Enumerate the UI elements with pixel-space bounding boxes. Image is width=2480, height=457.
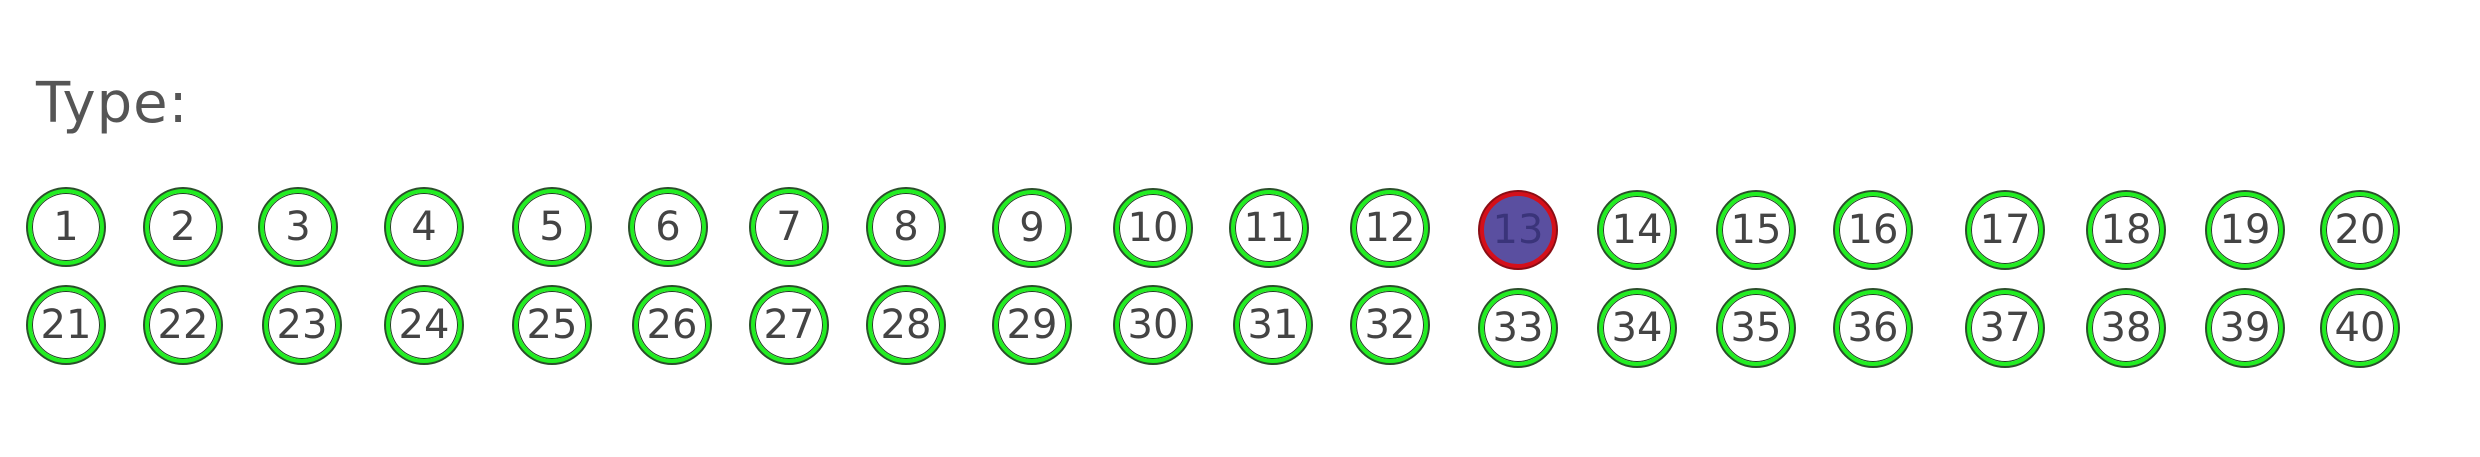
bubble-option-11[interactable]: 11	[1231, 190, 1307, 266]
bubble-label: 17	[1979, 207, 2031, 253]
bubble-option-16[interactable]: 16	[1835, 192, 1911, 268]
bubble-label: 24	[398, 302, 450, 348]
bubble-label: 10	[1127, 205, 1179, 251]
bubble-option-39[interactable]: 39	[2207, 290, 2283, 366]
bubble-label: 1	[53, 204, 79, 250]
bubble-label: 23	[276, 302, 328, 348]
bubble-label: 5	[539, 204, 565, 250]
bubble-option-31[interactable]: 31	[1235, 287, 1311, 363]
bubble-label: 35	[1730, 305, 1782, 351]
bubble-label: 28	[880, 302, 932, 348]
bubble-row-2: 21 22 23 24 25 26 27 28 29 30 31 32 33 3…	[0, 287, 2480, 367]
bubble-label: 8	[893, 204, 919, 250]
bubble-label: 20	[2334, 207, 2386, 253]
bubble-option-8[interactable]: 8	[868, 189, 944, 265]
bubble-label: 37	[1979, 305, 2031, 351]
bubble-label: 29	[1006, 302, 1058, 348]
bubble-option-10[interactable]: 10	[1115, 190, 1191, 266]
bubble-label: 21	[40, 302, 92, 348]
bubble-option-9[interactable]: 9	[994, 190, 1070, 266]
bubble-option-14[interactable]: 14	[1599, 192, 1675, 268]
bubble-option-35[interactable]: 35	[1718, 290, 1794, 366]
bubble-option-18[interactable]: 18	[2088, 192, 2164, 268]
bubble-option-23[interactable]: 23	[264, 287, 340, 363]
bubble-option-6[interactable]: 6	[630, 189, 706, 265]
bubble-option-27[interactable]: 27	[751, 287, 827, 363]
type-label: Type:	[36, 71, 189, 136]
bubble-option-15[interactable]: 15	[1718, 192, 1794, 268]
bubble-option-29[interactable]: 29	[994, 287, 1070, 363]
bubble-option-36[interactable]: 36	[1835, 290, 1911, 366]
bubble-row-1: 1 2 3 4 5 6 7 8 9 10 11 12 13 14 15 16 1…	[0, 189, 2480, 269]
bubble-option-17[interactable]: 17	[1967, 192, 2043, 268]
bubble-option-32[interactable]: 32	[1352, 287, 1428, 363]
bubble-label: 30	[1127, 302, 1179, 348]
bubble-option-28[interactable]: 28	[868, 287, 944, 363]
bubble-option-20[interactable]: 20	[2322, 192, 2398, 268]
bubble-label: 11	[1243, 205, 1295, 251]
bubble-label: 34	[1611, 305, 1663, 351]
bubble-label: 16	[1847, 207, 1899, 253]
bubble-option-34[interactable]: 34	[1599, 290, 1675, 366]
bubble-label: 31	[1247, 302, 1299, 348]
bubble-option-7[interactable]: 7	[751, 189, 827, 265]
bubble-option-3[interactable]: 3	[260, 189, 336, 265]
bubble-option-25[interactable]: 25	[514, 287, 590, 363]
bubble-option-30[interactable]: 30	[1115, 287, 1191, 363]
bubble-label: 6	[655, 204, 681, 250]
bubble-option-4[interactable]: 4	[386, 189, 462, 265]
bubble-label: 40	[2334, 305, 2386, 351]
bubble-option-21[interactable]: 21	[28, 287, 104, 363]
bubble-label: 7	[776, 204, 802, 250]
bubble-label: 38	[2100, 305, 2152, 351]
bubble-option-5[interactable]: 5	[514, 189, 590, 265]
bubble-label: 36	[1847, 305, 1899, 351]
bubble-option-2[interactable]: 2	[145, 189, 221, 265]
bubble-label: 12	[1364, 205, 1416, 251]
bubble-label: 26	[646, 302, 698, 348]
bubble-label: 19	[2219, 207, 2271, 253]
bubble-label: 33	[1492, 305, 1544, 351]
bubble-label: 2	[170, 204, 196, 250]
bubble-label: 15	[1730, 207, 1782, 253]
bubble-option-12[interactable]: 12	[1352, 190, 1428, 266]
bubble-label: 18	[2100, 207, 2152, 253]
bubble-label: 22	[157, 302, 209, 348]
bubble-label: 3	[285, 204, 311, 250]
bubble-option-40[interactable]: 40	[2322, 290, 2398, 366]
bubble-label: 9	[1019, 205, 1045, 251]
bubble-label: 39	[2219, 305, 2271, 351]
bubble-option-13-selected[interactable]: 13	[1480, 192, 1556, 268]
bubble-option-24[interactable]: 24	[386, 287, 462, 363]
bubble-label: 27	[763, 302, 815, 348]
bubble-label: 13	[1492, 207, 1544, 253]
bubble-option-19[interactable]: 19	[2207, 192, 2283, 268]
bubble-label: 4	[411, 204, 437, 250]
bubble-option-38[interactable]: 38	[2088, 290, 2164, 366]
bubble-label: 25	[526, 302, 578, 348]
bubble-option-1[interactable]: 1	[28, 189, 104, 265]
bubble-label: 14	[1611, 207, 1663, 253]
bubble-option-37[interactable]: 37	[1967, 290, 2043, 366]
bubble-option-26[interactable]: 26	[634, 287, 710, 363]
bubble-label: 32	[1364, 302, 1416, 348]
bubble-option-22[interactable]: 22	[145, 287, 221, 363]
bubble-option-33[interactable]: 33	[1480, 290, 1556, 366]
